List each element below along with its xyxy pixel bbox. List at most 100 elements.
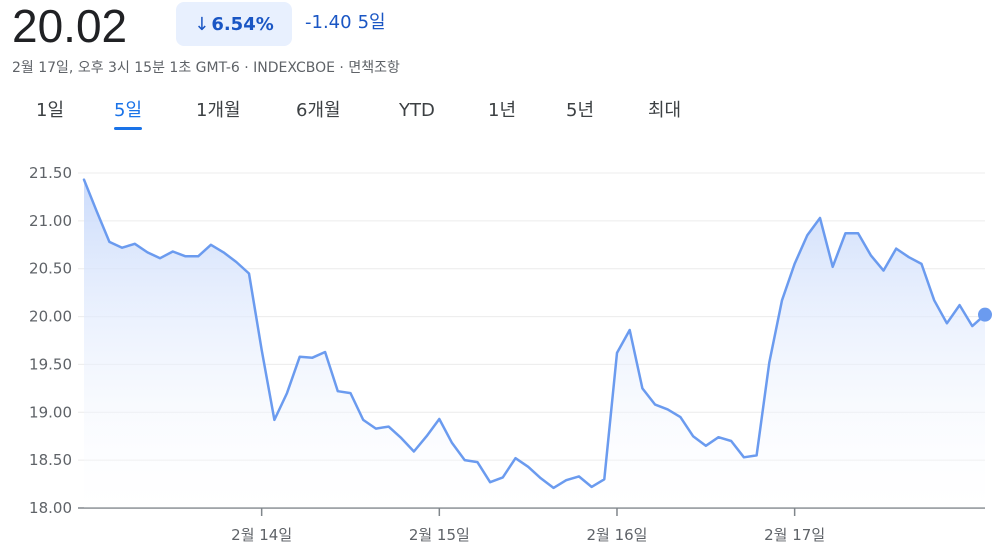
- data-point: [869, 254, 872, 257]
- data-point: [971, 325, 974, 328]
- tab-5y[interactable]: 5년: [566, 100, 595, 121]
- data-point: [400, 437, 403, 440]
- data-point: [527, 465, 530, 468]
- data-point: [692, 435, 695, 438]
- data-point: [222, 251, 225, 254]
- data-point: [298, 355, 301, 358]
- data-point: [793, 262, 796, 265]
- data-point: [603, 478, 606, 481]
- tab-1m[interactable]: 1개월: [196, 100, 241, 121]
- y-tick-label: 21.50: [29, 164, 72, 182]
- data-point: [197, 255, 200, 258]
- data-point: [438, 417, 441, 420]
- data-point: [945, 322, 948, 325]
- data-point: [882, 269, 885, 272]
- y-tick-label: 20.00: [29, 308, 72, 326]
- data-point: [565, 479, 568, 482]
- x-axis: 2월 14일 2월 15일 2월 16일 2월 17일: [231, 508, 825, 544]
- tab-5d[interactable]: 5일: [114, 94, 143, 130]
- data-point: [755, 454, 758, 457]
- data-point: [247, 272, 250, 275]
- data-point: [806, 234, 809, 237]
- data-point: [412, 450, 415, 453]
- price-area: [84, 179, 985, 508]
- data-point: [819, 216, 822, 219]
- data-point: [425, 435, 428, 438]
- data-point: [324, 350, 327, 353]
- data-point: [666, 408, 669, 411]
- x-tick-label: 2월 16일: [586, 526, 647, 544]
- tab-1d[interactable]: 1일: [36, 100, 65, 121]
- data-point: [780, 299, 783, 302]
- y-axis: 21.50 21.00 20.50 20.00 19.50 19.00 18.50 18.00: [29, 164, 72, 517]
- data-point: [95, 210, 98, 213]
- data-point: [336, 390, 339, 393]
- data-point: [387, 425, 390, 428]
- range-tabs: 1일 5일 1개월 6개월 YTD 1년 5년 최대: [0, 94, 995, 134]
- tab-1y[interactable]: 1년: [488, 100, 517, 121]
- tab-6m[interactable]: 6개월: [296, 100, 341, 121]
- data-point: [349, 392, 352, 395]
- data-point: [171, 250, 174, 253]
- data-point: [311, 356, 314, 359]
- data-point: [235, 261, 238, 264]
- data-point: [83, 178, 86, 181]
- data-point: [209, 243, 212, 246]
- data-point: [286, 392, 289, 395]
- price-chart: 21.50 21.00 20.50 20.00 19.50 19.00 18.50 18.00…: [29, 164, 992, 544]
- data-point: [920, 262, 923, 265]
- data-point: [628, 328, 631, 331]
- y-tick-label: 18.00: [29, 499, 72, 517]
- data-point: [501, 476, 504, 479]
- quote-timestamp-source: 2월 17일, 오후 3시 15분 1초 GMT-6 · INDEXCBOE ·…: [12, 60, 400, 76]
- data-point: [704, 444, 707, 447]
- data-point: [590, 485, 593, 488]
- x-tick-label: 2월 14일: [231, 526, 292, 544]
- data-point: [108, 240, 111, 243]
- data-point: [489, 481, 492, 484]
- data-point: [552, 486, 555, 489]
- data-point: [184, 255, 187, 258]
- tab-max[interactable]: 최대: [648, 100, 682, 121]
- data-point: [476, 461, 479, 464]
- price-value: 20.02: [12, 0, 128, 52]
- arrow-down-icon: ↓: [194, 13, 210, 35]
- x-tick-label: 2월 17일: [764, 526, 825, 544]
- change-period: 5일: [357, 12, 386, 33]
- data-point: [121, 246, 124, 249]
- y-tick-label: 19.00: [29, 403, 72, 421]
- data-point: [260, 349, 263, 352]
- data-point: [958, 304, 961, 307]
- data-point: [615, 351, 618, 354]
- data-point: [451, 441, 454, 444]
- data-point: [831, 265, 834, 268]
- data-point: [895, 247, 898, 250]
- change-percent: 6.54%: [211, 13, 274, 35]
- y-tick-label: 18.50: [29, 451, 72, 469]
- data-point: [730, 440, 733, 443]
- y-tick-label: 20.50: [29, 260, 72, 278]
- data-point: [717, 436, 720, 439]
- data-point: [539, 477, 542, 480]
- data-point: [463, 459, 466, 462]
- change-percent-badge: ↓ 6.54%: [176, 2, 292, 46]
- data-point: [933, 299, 936, 302]
- change-summary: -1.40 5일: [305, 8, 386, 38]
- x-tick-label: 2월 15일: [409, 526, 470, 544]
- data-point: [844, 232, 847, 235]
- last-price-marker[interactable]: [978, 307, 992, 322]
- data-point: [742, 456, 745, 459]
- price-line: [82, 178, 987, 490]
- data-point: [857, 232, 860, 235]
- change-absolute: -1.40: [305, 12, 352, 33]
- quote-meta: 2월 17일, 오후 3시 15분 1초 GMT-6 · INDEXCBOE ·…: [12, 58, 400, 78]
- data-point: [362, 418, 365, 421]
- data-point: [577, 475, 580, 478]
- data-point: [514, 457, 517, 460]
- data-point: [374, 427, 377, 430]
- data-point: [768, 361, 771, 364]
- tab-ytd[interactable]: YTD: [399, 100, 435, 121]
- data-point: [907, 256, 910, 259]
- data-point: [679, 416, 682, 419]
- data-point: [273, 418, 276, 421]
